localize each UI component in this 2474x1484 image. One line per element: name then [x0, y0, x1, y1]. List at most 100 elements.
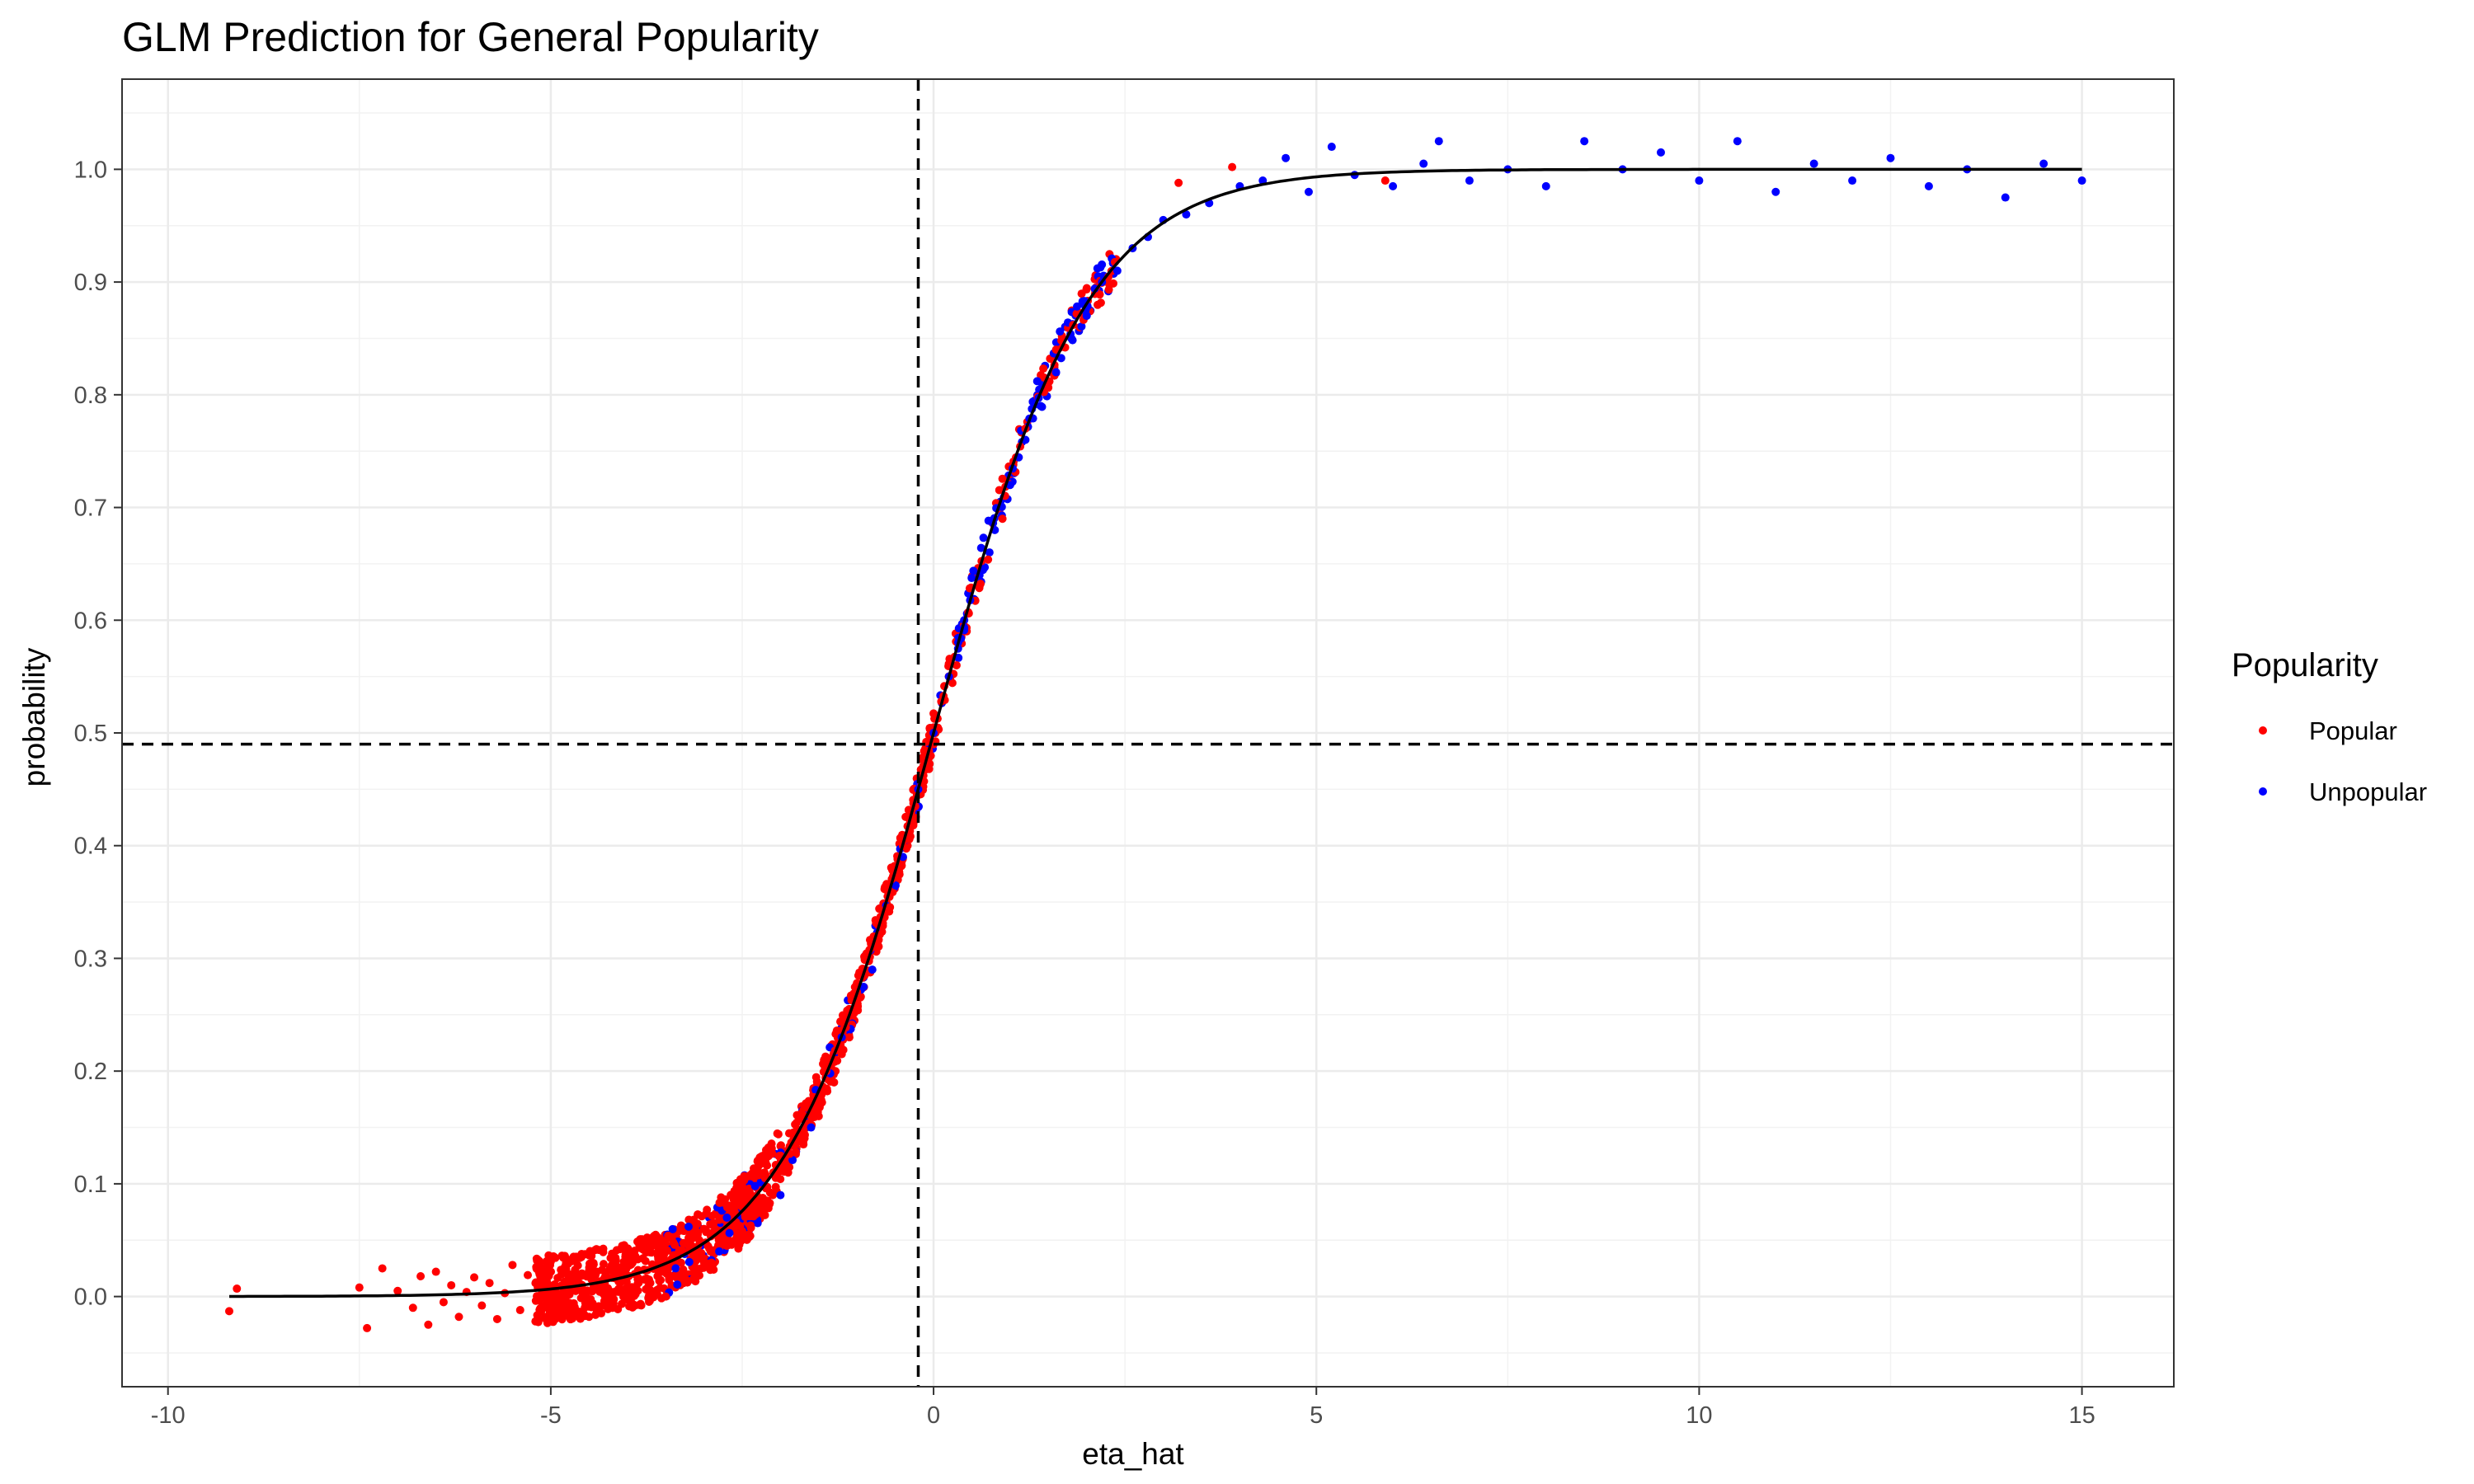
scatter-point: [631, 1289, 640, 1298]
y-tick-label: 0.8: [74, 383, 107, 409]
scatter-point: [755, 1161, 764, 1170]
scatter-point: [569, 1252, 578, 1261]
point-unpopular: [1695, 176, 1704, 186]
scatter-point: [630, 1247, 639, 1256]
scatter-point: [755, 1153, 764, 1162]
scatter-point: [984, 555, 993, 564]
point-unpopular: [807, 1123, 816, 1132]
point-unpopular: [1051, 368, 1061, 377]
scatter-point: [1077, 322, 1086, 331]
scatter-point: [655, 1240, 664, 1249]
scatter-point: [967, 574, 976, 583]
y-tick-label: 0.7: [74, 495, 107, 522]
scatter-point: [637, 1301, 646, 1310]
point-popular: [684, 1233, 693, 1242]
scatter-point: [891, 881, 900, 890]
scatter-point: [791, 1120, 800, 1129]
point-popular: [508, 1261, 517, 1270]
scatter-point: [1104, 285, 1113, 294]
scatter-point: [711, 1209, 720, 1219]
point-unpopular: [1771, 187, 1780, 196]
scatter-point: [562, 1254, 571, 1263]
scatter-point: [652, 1285, 661, 1294]
scatter-point: [645, 1297, 654, 1306]
point-popular: [477, 1301, 487, 1310]
point-popular: [745, 1188, 755, 1197]
scatter-point: [746, 1223, 755, 1233]
point-popular: [952, 660, 961, 669]
scatter-point: [684, 1257, 694, 1266]
point-popular: [454, 1313, 463, 1322]
point-popular: [707, 1258, 716, 1267]
y-tick-label: 0.9: [74, 270, 107, 296]
x-tick-label: -5: [540, 1402, 562, 1429]
scatter-point: [594, 1246, 603, 1255]
scatter-point: [737, 1176, 746, 1186]
scatter-point: [722, 1203, 731, 1212]
point-popular: [753, 1208, 762, 1217]
point-unpopular: [1886, 153, 1895, 162]
scatter-point: [1073, 302, 1082, 311]
scatter-point: [1037, 370, 1046, 379]
point-popular: [814, 1111, 823, 1120]
y-tick-label: 0.4: [74, 834, 107, 860]
point-popular: [661, 1292, 670, 1301]
x-tick-label: 0: [927, 1402, 940, 1429]
point-popular: [722, 1242, 731, 1251]
point-unpopular: [1419, 159, 1428, 168]
legend-title: Popularity: [2232, 647, 2378, 683]
scatter-point: [633, 1280, 642, 1289]
scatter-point: [691, 1277, 700, 1286]
scatter-point: [553, 1291, 562, 1300]
scatter-point: [540, 1313, 549, 1322]
scatter-point: [677, 1246, 686, 1255]
scatter-point: [595, 1287, 604, 1296]
scatter-point: [920, 747, 929, 756]
scatter-point: [981, 563, 990, 572]
point-popular: [998, 514, 1007, 524]
y-tick-label: 1.0: [74, 157, 107, 183]
point-popular: [799, 1140, 808, 1149]
x-axis: -10 -5 0 5 10 15: [151, 1387, 2095, 1429]
point-popular: [485, 1279, 494, 1288]
point-popular: [531, 1317, 540, 1326]
point-popular: [653, 1252, 662, 1261]
point-popular: [447, 1280, 456, 1289]
scatter-point: [948, 679, 957, 688]
point-unpopular: [1434, 137, 1443, 146]
point-unpopular: [1389, 181, 1398, 190]
scatter-point: [788, 1156, 797, 1165]
scatter-point: [605, 1289, 614, 1298]
point-popular: [355, 1283, 364, 1292]
point-popular: [975, 582, 984, 591]
scatter-point: [638, 1254, 647, 1263]
point-unpopular: [1465, 176, 1474, 186]
scatter-point: [1078, 297, 1087, 306]
point-popular: [1228, 162, 1237, 171]
point-popular: [431, 1267, 440, 1276]
point-unpopular: [1733, 137, 1742, 146]
scatter-point: [617, 1299, 626, 1308]
legend-label-unpopular: Unpopular: [2309, 777, 2427, 806]
x-tick-label: -10: [151, 1402, 186, 1429]
point-popular: [730, 1202, 739, 1211]
scatter-point: [646, 1286, 655, 1295]
scatter-point: [739, 1199, 748, 1208]
point-unpopular: [2001, 193, 2010, 202]
scatter-point: [586, 1303, 595, 1312]
scatter-point: [773, 1129, 782, 1138]
scatter-point: [998, 474, 1007, 483]
scatter-point: [650, 1234, 659, 1243]
point-popular: [631, 1301, 639, 1310]
point-unpopular: [1848, 176, 1857, 186]
point-unpopular: [722, 1213, 731, 1222]
plot-panel: [121, 78, 2175, 1388]
scatter-point: [574, 1312, 583, 1321]
minor-grid: [122, 79, 2174, 1387]
point-unpopular: [1282, 153, 1291, 162]
scatter-point: [995, 486, 1004, 495]
scatter-point: [542, 1297, 551, 1306]
scatter-point: [742, 1210, 751, 1219]
y-tick-label: 0.1: [74, 1172, 107, 1198]
